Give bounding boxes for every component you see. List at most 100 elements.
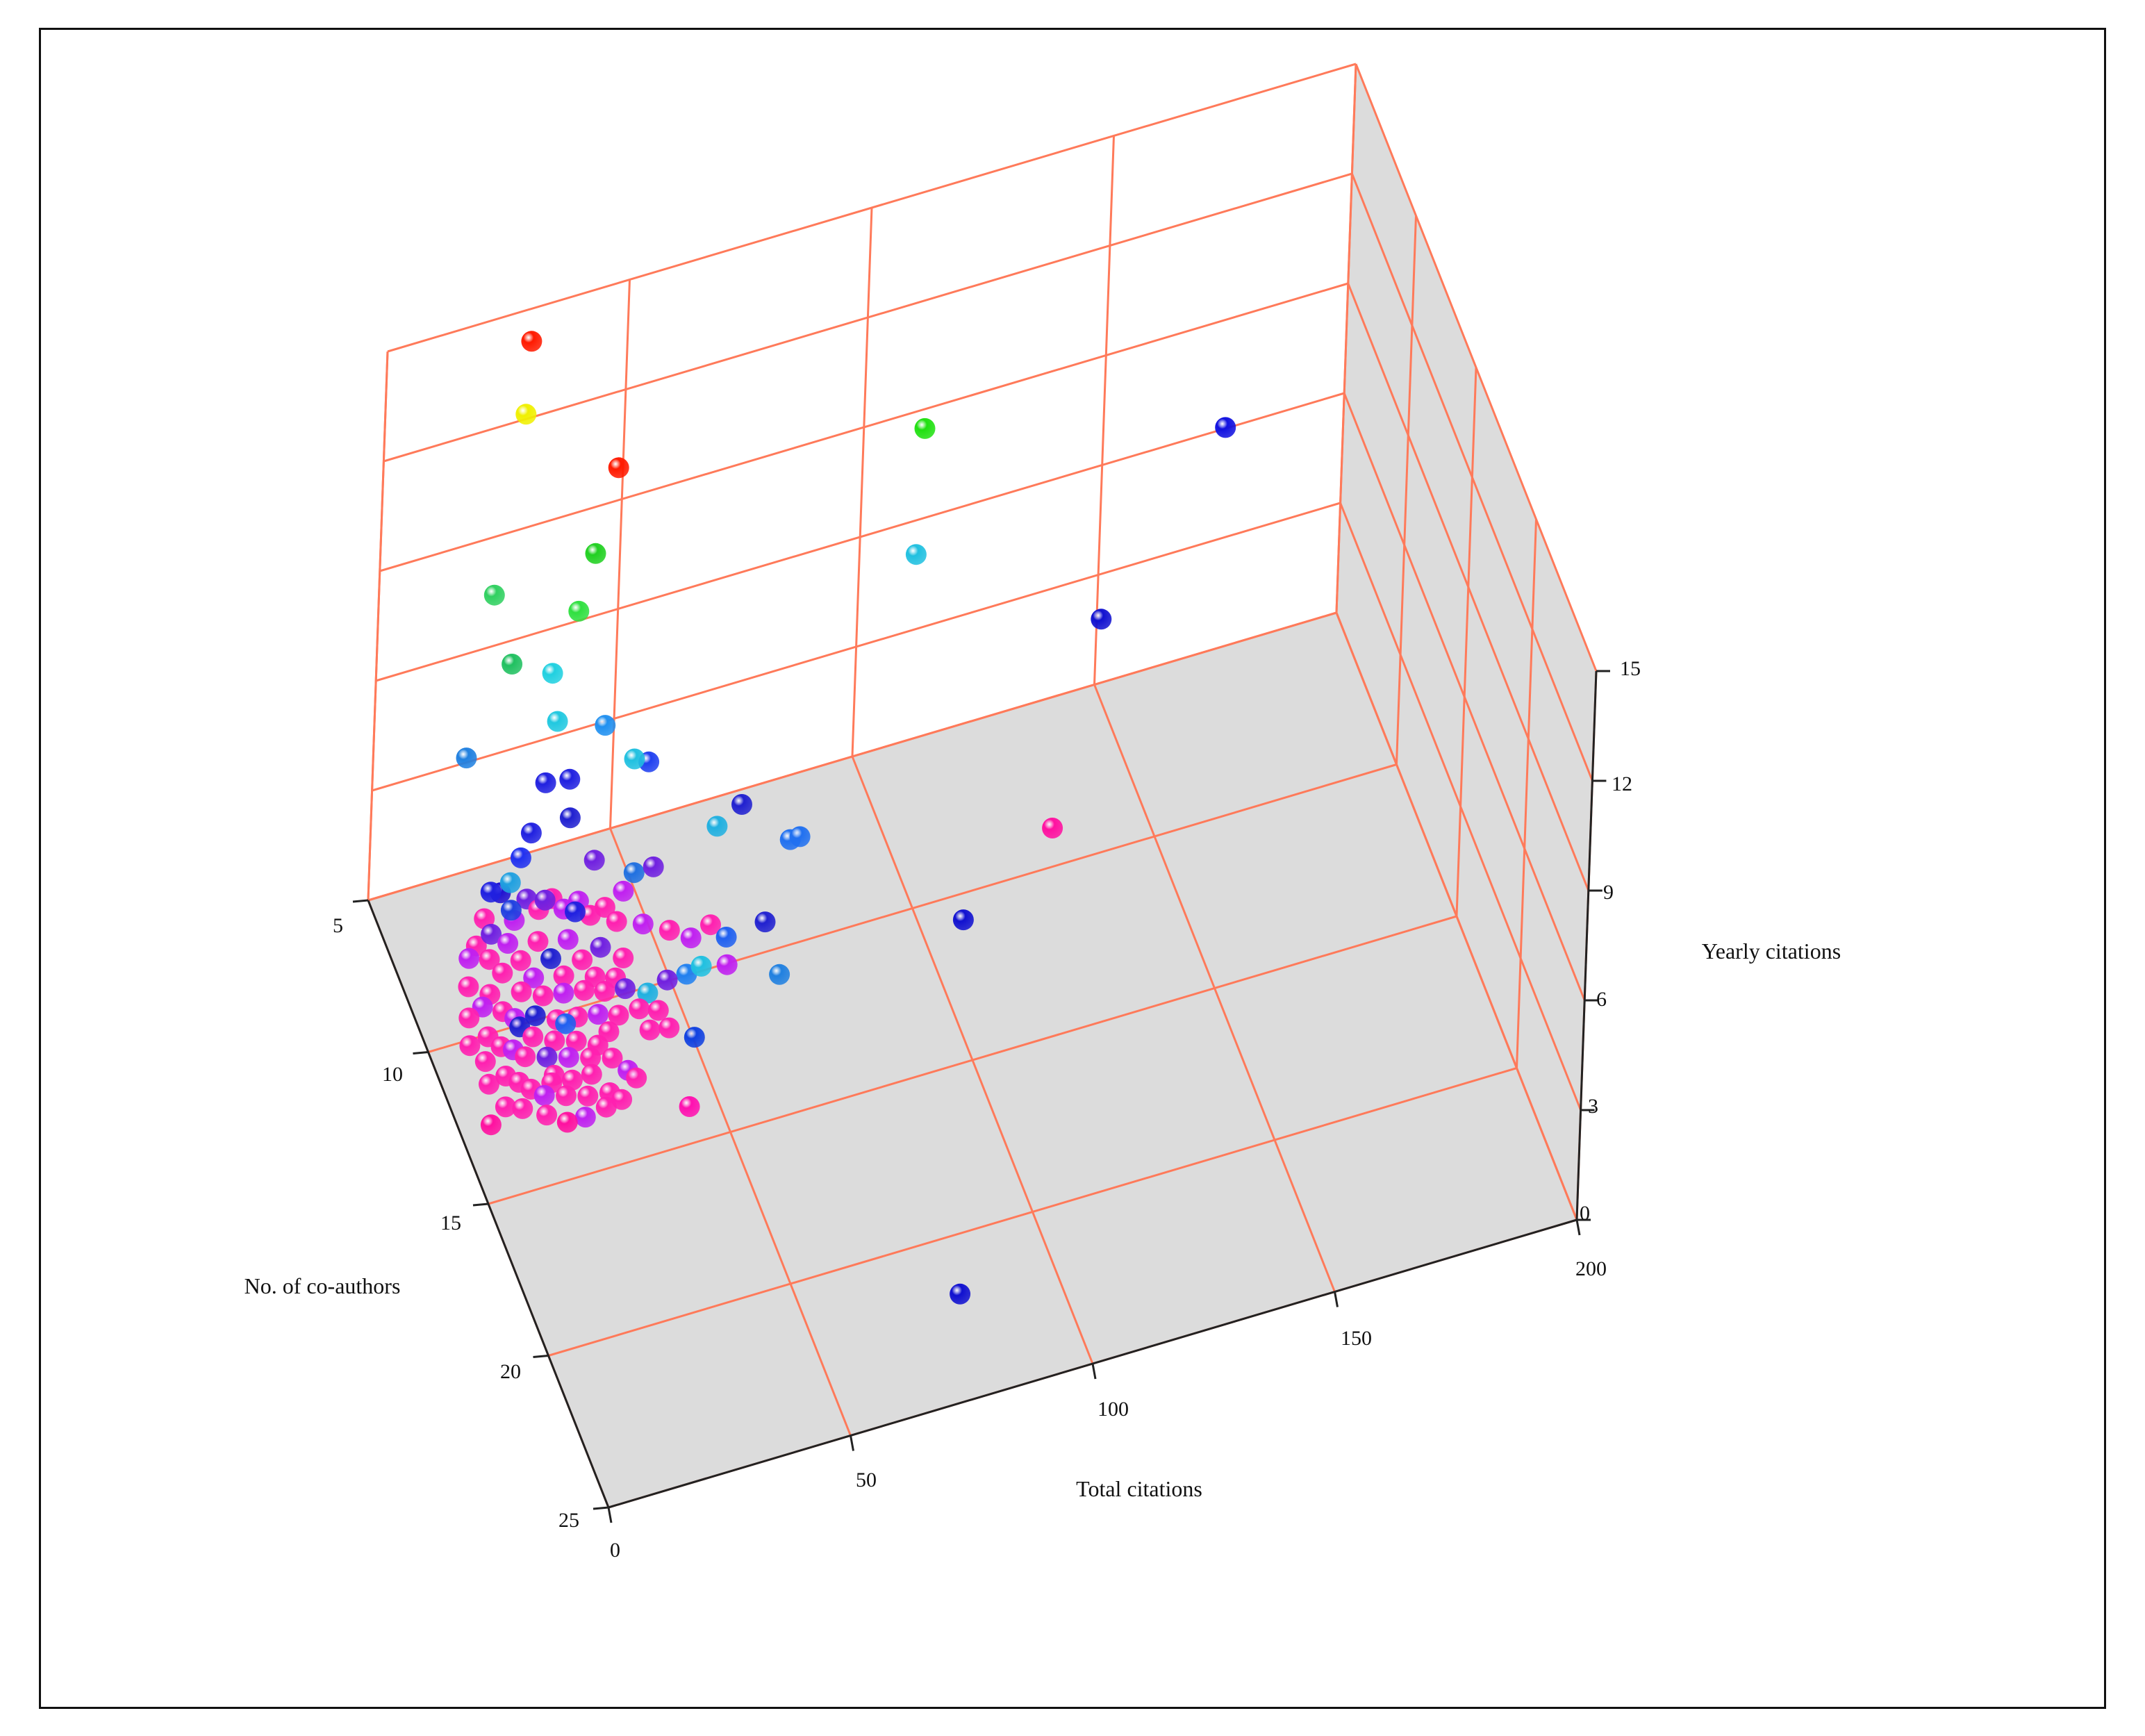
data-point: [479, 1073, 499, 1095]
data-point: [629, 998, 650, 1020]
data-point: [952, 909, 974, 931]
x-tick-label: 0: [610, 1539, 620, 1562]
data-point: [1091, 609, 1112, 630]
data-point: [483, 584, 505, 606]
data-point: [684, 1027, 705, 1048]
data-point: [481, 923, 502, 945]
y-tick: [352, 899, 369, 903]
data-point: [716, 954, 738, 975]
right-wall-grid-line: [1516, 519, 1537, 1068]
data-point: [542, 663, 563, 684]
data-point: [512, 1098, 533, 1119]
right-wall-grid-line: [1455, 367, 1477, 917]
right-wall-grid-line: [1355, 63, 1598, 672]
data-point: [561, 1069, 583, 1091]
data-point: [521, 331, 543, 352]
data-point: [632, 914, 654, 935]
data-point: [474, 1051, 496, 1073]
data-point: [559, 768, 581, 790]
data-point: [480, 1114, 502, 1136]
x-tick-label: 200: [1575, 1257, 1607, 1280]
x-tick: [607, 1507, 613, 1523]
x-tick: [1334, 1291, 1339, 1307]
data-point: [479, 949, 500, 970]
data-point: [590, 936, 611, 958]
back-wall-grid-line: [609, 279, 631, 829]
back-wall-grid-line: [1093, 135, 1115, 685]
data-point: [544, 1030, 565, 1052]
data-point: [715, 927, 737, 948]
data-point: [565, 1030, 587, 1052]
data-point: [789, 826, 811, 848]
data-point: [914, 418, 936, 439]
data-point: [456, 747, 477, 769]
y-axis-title: No. of co-authors: [245, 1273, 401, 1298]
data-point: [595, 715, 616, 736]
data-point: [553, 982, 574, 1004]
data-point: [585, 543, 606, 564]
data-point: [608, 1005, 629, 1026]
x-tick: [1575, 1219, 1581, 1236]
data-point: [510, 847, 531, 868]
y-tick-label: 20: [500, 1360, 521, 1383]
back-wall-grid-line: [375, 392, 1345, 682]
data-point: [534, 889, 556, 911]
y-tick: [472, 1202, 489, 1207]
data-point: [547, 711, 568, 732]
data-point: [580, 1047, 602, 1068]
data-point: [527, 931, 549, 952]
data-point: [510, 950, 531, 971]
data-point: [643, 856, 664, 877]
data-point: [558, 1047, 579, 1068]
data-point: [536, 1046, 558, 1068]
data-point: [581, 1064, 602, 1085]
data-point: [495, 1096, 516, 1118]
back-wall-grid-line: [372, 502, 1341, 792]
floor-grid-line: [548, 1067, 1517, 1357]
data-point: [588, 1004, 609, 1025]
data-point: [458, 976, 479, 998]
data-point: [556, 1111, 578, 1133]
data-point: [623, 862, 645, 884]
data-point: [754, 911, 776, 933]
data-point: [613, 880, 634, 902]
data-point: [499, 872, 521, 893]
data-point: [611, 1089, 633, 1110]
data-point: [568, 600, 590, 622]
data-point: [647, 1000, 669, 1021]
y-tick-label: 5: [333, 914, 343, 937]
right-wall-grid-line: [1335, 612, 1578, 1221]
data-point: [523, 967, 545, 989]
z-axis-title: Yearly citations: [1702, 939, 1841, 964]
data-point: [536, 1105, 558, 1126]
data-point: [595, 1096, 617, 1118]
data-point: [700, 914, 721, 936]
data-point: [524, 1005, 546, 1027]
data-point: [905, 544, 927, 565]
data-point: [606, 911, 627, 932]
data-point: [594, 981, 615, 1002]
data-point: [500, 900, 522, 921]
data-point: [608, 457, 629, 479]
data-point: [706, 816, 728, 837]
data-point: [602, 1048, 623, 1069]
data-point: [613, 948, 634, 968]
data-point: [577, 1085, 599, 1107]
y-tick: [593, 1506, 609, 1510]
x-tick: [1091, 1363, 1097, 1380]
data-point: [556, 1085, 577, 1107]
axes: [352, 670, 1610, 1523]
data-point: [769, 964, 790, 985]
right-wall-grid-line: [1347, 283, 1590, 891]
back-wall-grid-line: [383, 172, 1352, 463]
data-point: [639, 1019, 661, 1041]
x-tick-label: 50: [856, 1469, 877, 1491]
back-wall-edge: [367, 351, 389, 901]
data-point: [533, 1084, 555, 1106]
data-point: [535, 772, 556, 793]
right-wall-grid-line: [1343, 392, 1586, 1001]
data-point: [731, 794, 752, 815]
back-wall-grid-line: [851, 207, 873, 757]
data-point: [574, 1107, 596, 1128]
